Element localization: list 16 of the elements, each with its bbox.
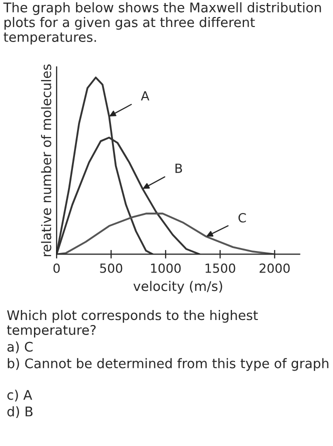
annotation: A — [140, 91, 150, 100]
text: a) C — [7, 342, 33, 354]
annotation: B — [176, 164, 182, 173]
x-tick-label: 500 — [100, 263, 122, 273]
chart-title: The graph below shows the Maxwell distribution plots for a given gas at three different temperatures. — [3, 2, 321, 45]
text: c) A — [7, 390, 32, 402]
x-tick-label: 2000 — [260, 263, 290, 273]
annotation: C — [238, 213, 246, 223]
text: Which plot corresponds to the highest temperature? — [7, 310, 258, 338]
x-tick-label: 1000 — [151, 263, 181, 273]
text: d) B — [7, 406, 32, 418]
y-axis-title: relative number of molecules — [41, 64, 52, 256]
x-tick-label: 0 — [53, 263, 60, 273]
x-axis-title: velocity (m/s) — [133, 280, 222, 294]
x-tick-label: 1500 — [206, 263, 236, 273]
text: b) Cannot be determined from this type of graph — [8, 358, 328, 371]
